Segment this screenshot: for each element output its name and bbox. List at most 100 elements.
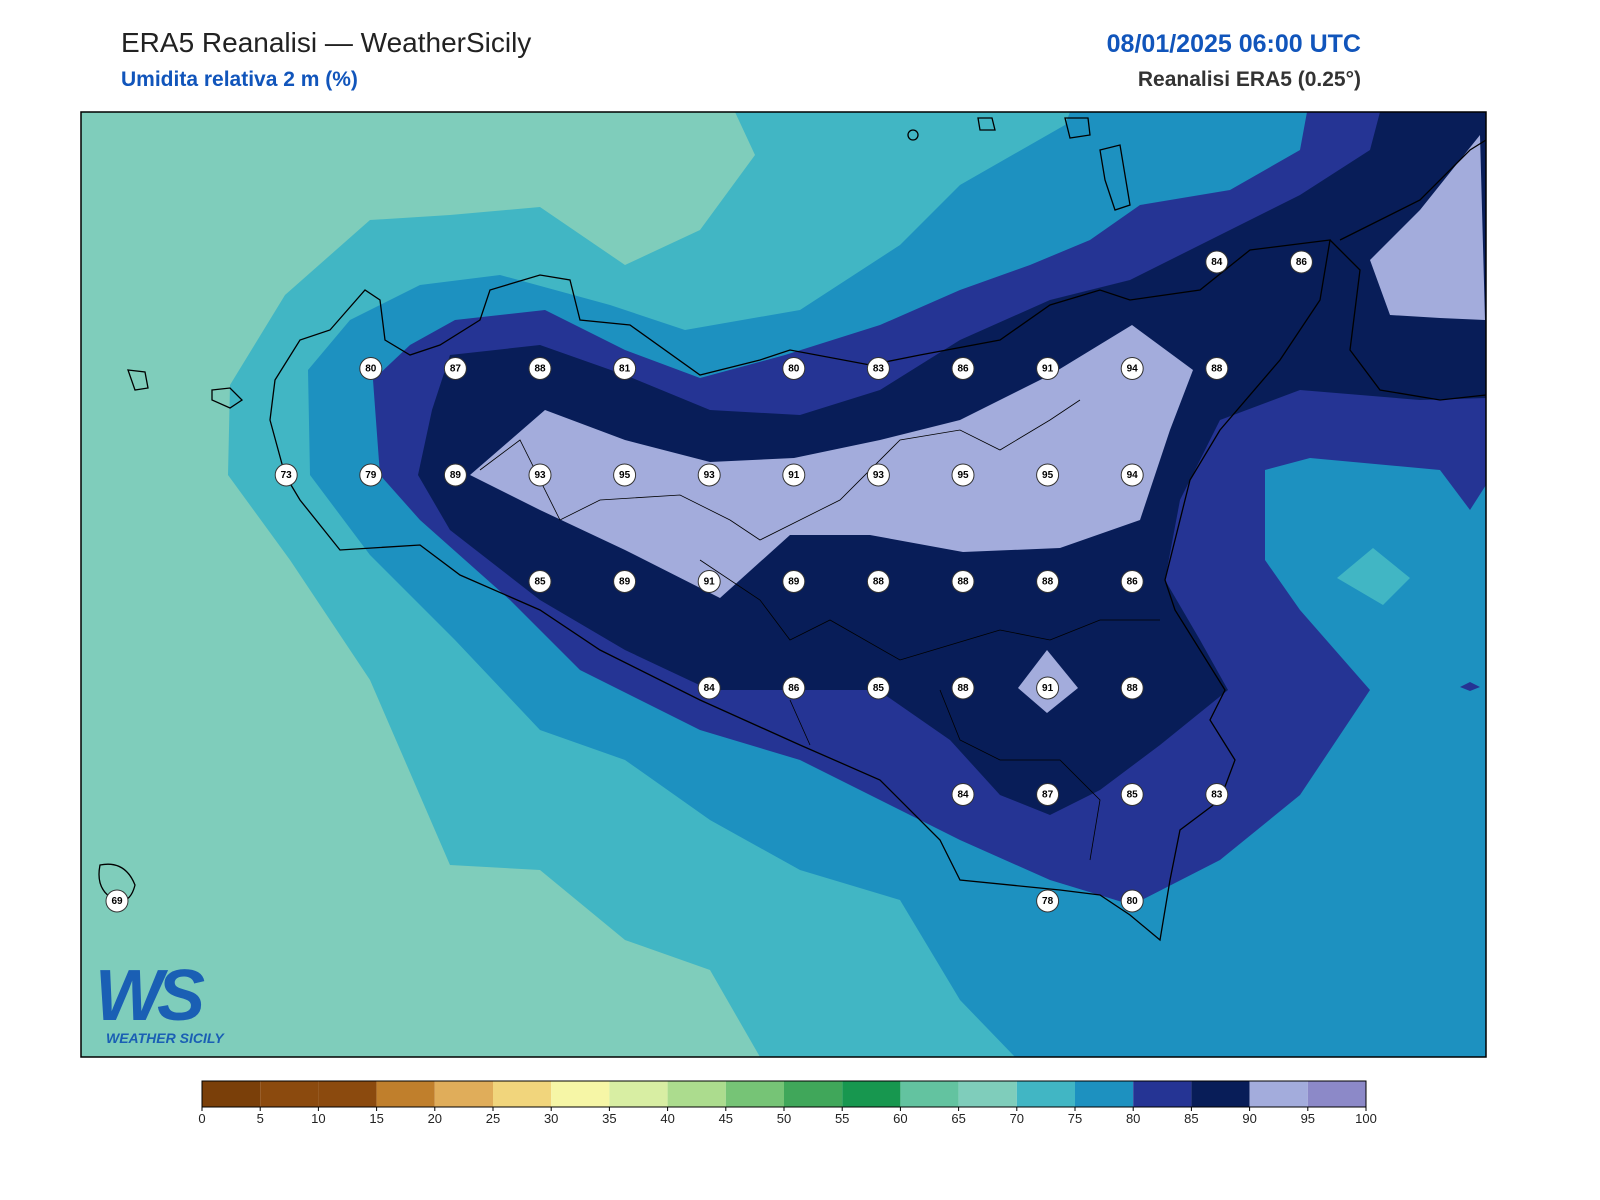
station: 93	[528, 463, 552, 487]
station-marker	[951, 357, 975, 380]
station-value: 73	[281, 470, 293, 481]
colorbar-tick-label: 60	[893, 1111, 907, 1126]
station-value: 87	[1042, 790, 1054, 801]
station: 80	[782, 357, 806, 380]
coastline	[98, 117, 1486, 942]
station-value: 91	[1042, 364, 1054, 375]
station-marker	[866, 570, 890, 593]
colorbar-swatch	[318, 1081, 377, 1107]
station: 84	[951, 783, 975, 806]
station-value: 84	[1211, 257, 1223, 268]
station-marker	[528, 463, 552, 487]
station: 93	[697, 463, 721, 487]
station-value: 89	[450, 470, 462, 481]
station-value: 93	[534, 470, 546, 481]
station-value: 91	[704, 577, 716, 588]
colorbar-swatch	[958, 1081, 1017, 1107]
colorbar-swatch	[784, 1081, 843, 1107]
colorbar-swatch	[434, 1081, 493, 1107]
colorbar-tick-label: 100	[1355, 1111, 1377, 1126]
station: 83	[1205, 783, 1229, 806]
colorbar-swatch	[1191, 1081, 1250, 1107]
station-value: 95	[619, 470, 631, 481]
station-marker	[1120, 676, 1144, 700]
station: 91	[1036, 357, 1060, 380]
station-marker	[951, 676, 975, 700]
station-value: 88	[1127, 683, 1139, 694]
station-value: 95	[1042, 470, 1054, 481]
colorbar-tick-label: 85	[1184, 1111, 1198, 1126]
station-marker	[1120, 889, 1144, 913]
station-value: 86	[957, 364, 969, 375]
station-value: 88	[1211, 364, 1223, 375]
station-value: 85	[1127, 790, 1139, 801]
colorbar-swatch	[1249, 1081, 1308, 1107]
station-value: 94	[1127, 470, 1139, 481]
logo-caption: WEATHER SICILY	[106, 1030, 225, 1046]
colorbar-tick-label: 15	[369, 1111, 383, 1126]
colorbar-swatch	[609, 1081, 668, 1107]
station-marker	[1036, 889, 1060, 913]
station: 88	[866, 570, 890, 593]
station-marker	[782, 570, 806, 593]
station: 91	[697, 570, 721, 593]
station: 80	[1120, 889, 1144, 913]
station-value: 93	[873, 470, 885, 481]
station-marker	[274, 463, 298, 487]
station-marker	[951, 783, 975, 806]
station-marker	[1205, 357, 1229, 380]
logo: WS WEATHER SICILY	[95, 956, 225, 1046]
station: 86	[1120, 570, 1144, 593]
colorbar-swatch	[1307, 1081, 1366, 1107]
station: 80	[359, 357, 383, 380]
station-marker	[105, 889, 129, 913]
station-marker	[613, 357, 637, 380]
station-marker	[866, 676, 890, 700]
station-value: 84	[704, 683, 716, 694]
colorbar-swatch	[1075, 1081, 1134, 1107]
colorbar-swatch	[260, 1081, 319, 1107]
source: Reanalisi ERA5 (0.25°)	[1138, 68, 1361, 91]
colorbar-tick-label: 90	[1242, 1111, 1256, 1126]
station: 94	[1120, 357, 1144, 380]
station-marker	[443, 463, 467, 487]
colorbar-swatch	[202, 1081, 261, 1107]
station-marker	[782, 463, 806, 487]
station: 78	[1036, 889, 1060, 913]
colorbar-tick-label: 45	[719, 1111, 733, 1126]
colorbar-swatch	[1133, 1081, 1192, 1107]
station-value: 91	[788, 470, 800, 481]
station: 84	[697, 676, 721, 700]
colorbar-tick-label: 95	[1301, 1111, 1315, 1126]
station-value: 95	[957, 470, 969, 481]
station: 91	[1036, 676, 1060, 700]
colorbar-tick-label: 75	[1068, 1111, 1082, 1126]
colorbar-swatch	[900, 1081, 959, 1107]
colorbar-swatch	[551, 1081, 610, 1107]
station-value: 93	[704, 470, 716, 481]
station: 91	[782, 463, 806, 487]
station-marker	[1205, 250, 1229, 274]
station-value: 91	[1042, 683, 1054, 694]
station-value: 88	[873, 577, 885, 588]
station-marker	[951, 463, 975, 487]
station: 88	[528, 357, 552, 380]
station-value: 79	[365, 470, 377, 481]
station: 83	[866, 357, 890, 380]
station: 88	[951, 676, 975, 700]
station-value: 84	[957, 790, 969, 801]
station: 95	[951, 463, 975, 487]
station: 86	[951, 357, 975, 380]
station-value: 81	[619, 364, 631, 375]
station-marker	[697, 463, 721, 487]
station-value: 89	[788, 577, 800, 588]
colorbar-tick-label: 30	[544, 1111, 558, 1126]
colorbar-tick-label: 10	[311, 1111, 325, 1126]
station-value: 69	[111, 896, 123, 907]
station-value: 83	[1211, 790, 1223, 801]
station-marker	[359, 463, 383, 487]
station: 81	[613, 357, 637, 380]
colorbar-tick-label: 25	[486, 1111, 500, 1126]
station: 87	[443, 357, 467, 380]
